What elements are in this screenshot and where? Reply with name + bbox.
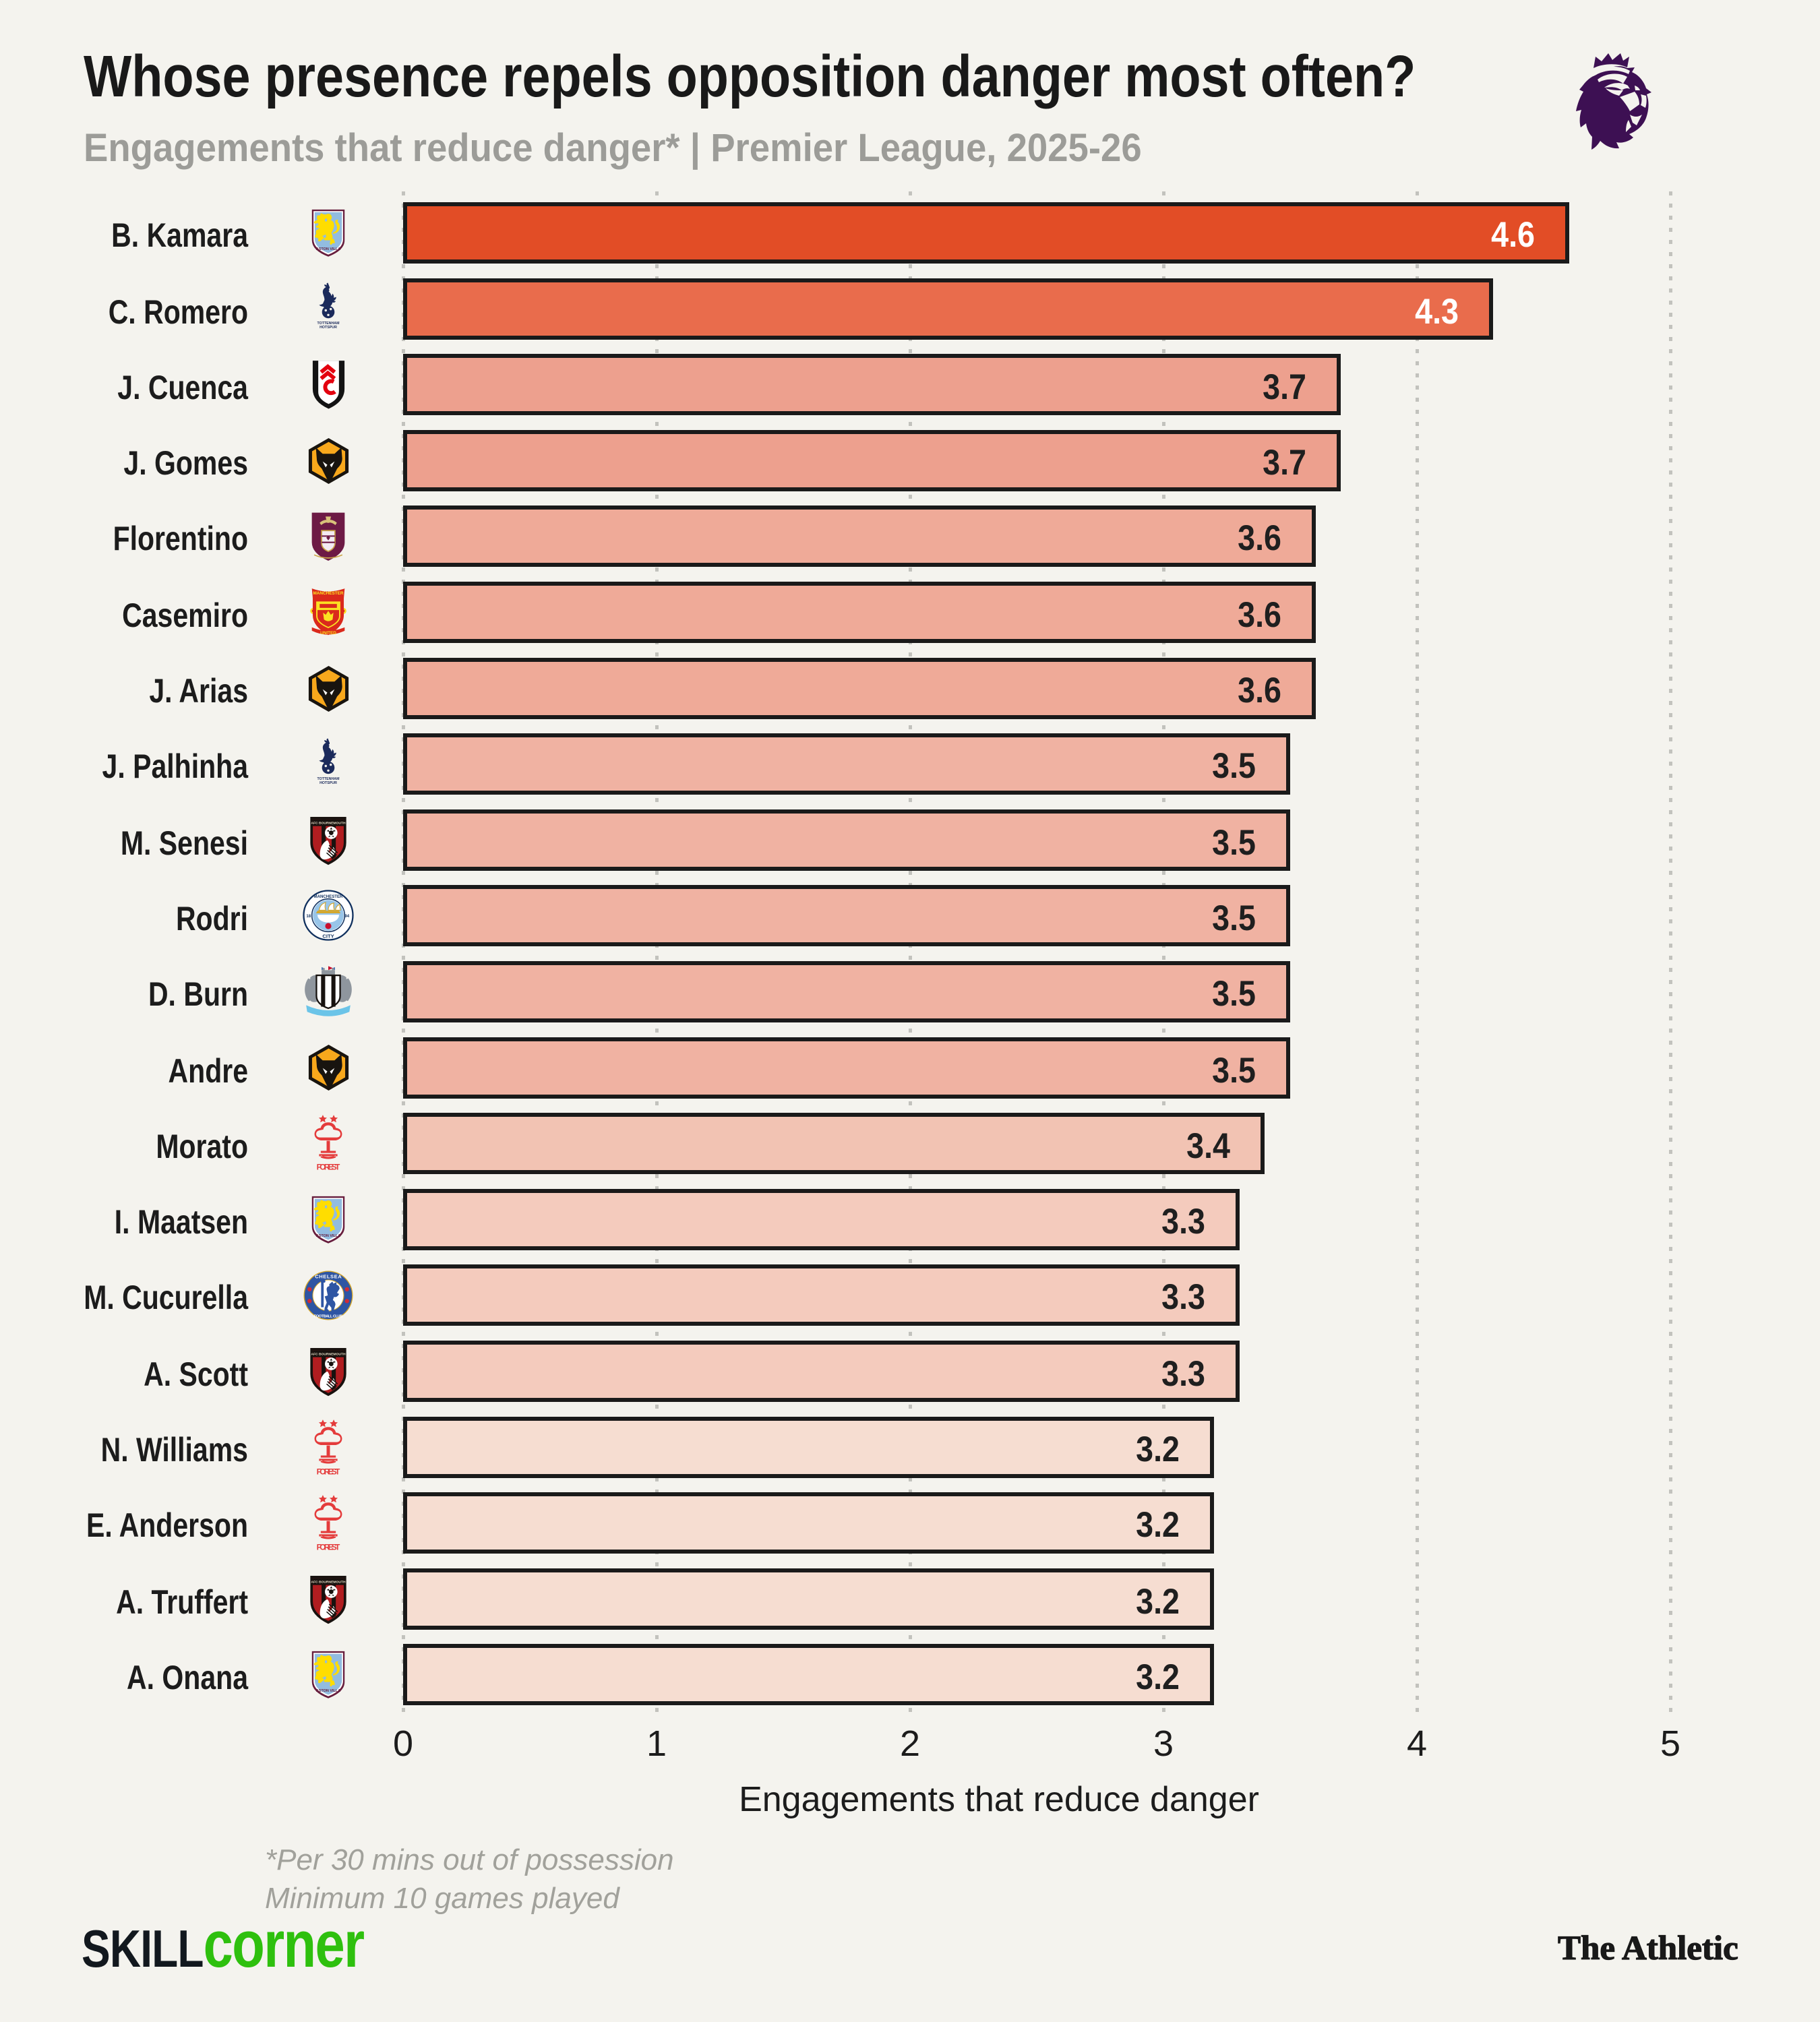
svg-text:FOREST: FOREST: [317, 1543, 341, 1552]
svg-text:FOOTBALL CLUB: FOOTBALL CLUB: [314, 1315, 343, 1319]
svg-text:FOREST: FOREST: [317, 1467, 341, 1476]
svg-text:TOTTENHAM: TOTTENHAM: [317, 321, 340, 326]
svg-text:ASTON VILLA: ASTON VILLA: [316, 1689, 340, 1693]
svg-text:AFC BOURNEMOUTH: AFC BOURNEMOUTH: [311, 1581, 346, 1585]
svg-text:FOREST: FOREST: [317, 1163, 341, 1171]
svg-text:HOTSPUR: HOTSPUR: [320, 781, 337, 785]
svg-text:TOTTENHAM: TOTTENHAM: [317, 777, 340, 781]
svg-text:CITY: CITY: [322, 933, 334, 939]
svg-text:94: 94: [344, 914, 349, 919]
svg-text:MANCHESTER: MANCHESTER: [314, 894, 343, 899]
svg-text:ASTON VILLA: ASTON VILLA: [316, 247, 340, 251]
svg-text:ASTON VILLA: ASTON VILLA: [316, 1234, 340, 1238]
svg-text:MANCHESTER: MANCHESTER: [313, 591, 344, 596]
svg-text:UNITED: UNITED: [320, 631, 336, 636]
svg-text:CHELSEA: CHELSEA: [315, 1274, 342, 1280]
svg-text:AFC BOURNEMOUTH: AFC BOURNEMOUTH: [311, 1353, 346, 1357]
svg-text:HOTSPUR: HOTSPUR: [320, 326, 337, 330]
svg-text:18: 18: [306, 914, 311, 919]
svg-text:AFC BOURNEMOUTH: AFC BOURNEMOUTH: [311, 822, 346, 826]
